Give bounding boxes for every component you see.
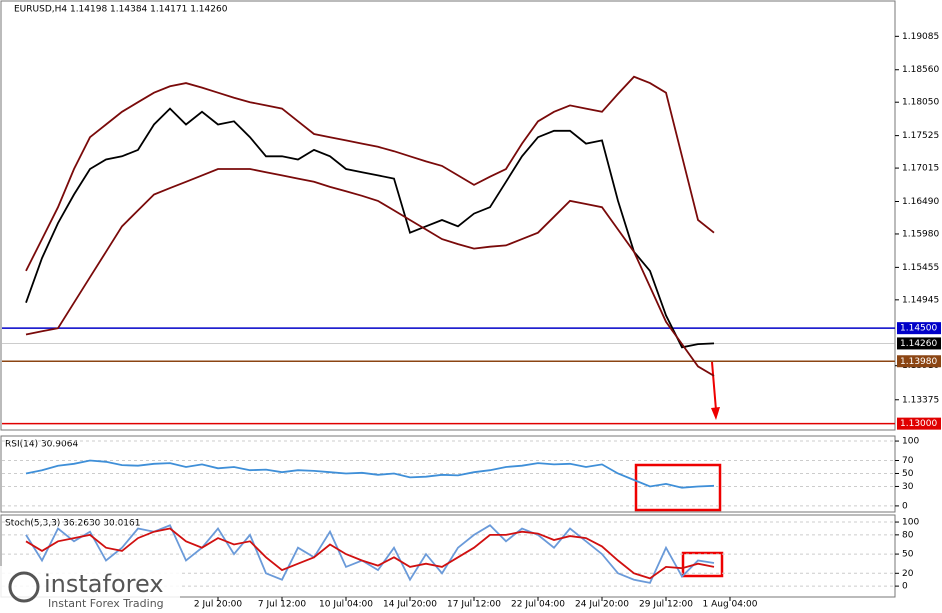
y-tick-label: 1.13375	[902, 395, 939, 405]
last-price-label: 1.14260	[900, 339, 937, 349]
level-tag	[897, 355, 941, 368]
series-line	[25, 459, 715, 489]
series-line	[25, 107, 715, 349]
y-tick-label: 70	[902, 456, 914, 466]
annotation-box	[634, 463, 722, 512]
level-tag	[897, 322, 941, 335]
watermark-brand: instaforex	[44, 570, 164, 598]
x-tick-label: 7 Jul 12:00	[258, 600, 307, 610]
y-tick-label: 1.18050	[902, 98, 939, 108]
y-tick-label: 1.16490	[902, 197, 939, 207]
x-tick-label: 10 Jul 04:00	[319, 600, 373, 610]
level-tag	[897, 417, 941, 430]
series-line	[25, 75, 715, 272]
x-tick-label: 22 Jul 04:00	[511, 600, 565, 610]
x-tick-label: 2 Jul 20:00	[194, 600, 243, 610]
y-tick-label: 100	[902, 518, 919, 528]
stoch-title: Stoch(5,3,3) 36.2630 30.0161	[5, 519, 140, 529]
y-tick-label: 50	[902, 550, 914, 560]
y-tick-label: 100	[902, 437, 919, 447]
x-tick-label: 1 Aug 04:00	[703, 600, 758, 610]
series-line	[25, 524, 715, 584]
y-tick-label: 0	[902, 501, 908, 511]
chart-title: EURUSD,H4 1.14198 1.14384 1.14171 1.1426…	[14, 5, 228, 15]
rsi-panel	[0, 435, 896, 513]
annotation-box	[681, 551, 724, 578]
y-tick-label: 0	[902, 582, 908, 592]
rsi-title: RSI(14) 30.9064	[5, 440, 78, 450]
x-tick-label: 14 Jul 20:00	[383, 600, 437, 610]
y-tick-label: 1.19085	[902, 32, 939, 42]
y-tick-label: 1.15980	[902, 229, 939, 239]
last-price-tag	[897, 337, 941, 350]
y-tick-label: 1.18560	[902, 65, 939, 75]
x-tick-label: 17 Jul 12:00	[447, 600, 501, 610]
series-line	[25, 527, 715, 580]
level-label: 1.14500	[900, 324, 937, 334]
main-panel	[0, 0, 896, 431]
y-tick-label: 1.17525	[902, 131, 939, 141]
y-tick-label: 30	[902, 482, 914, 492]
annotation-arrow	[711, 361, 717, 411]
series-line	[25, 168, 715, 377]
y-tick-label: 20	[902, 569, 914, 579]
y-tick-label: 1.17015	[902, 164, 939, 174]
y-tick-label: 1.14945	[902, 295, 939, 305]
level-label: 1.13000	[900, 419, 937, 429]
y-tick-label: 50	[902, 469, 914, 479]
annotation-arrowhead	[711, 407, 720, 420]
y-tick-label: 80	[902, 530, 914, 540]
level-label: 1.13980	[900, 357, 937, 367]
x-tick-label: 29 Jul 12:00	[639, 600, 693, 610]
y-tick-label: 1.15455	[902, 263, 939, 273]
stoch-panel	[0, 514, 896, 598]
x-tick-label: 24 Jul 20:00	[575, 600, 629, 610]
watermark-logo	[8, 571, 40, 603]
watermark-tagline: Instant Forex Trading	[48, 597, 164, 610]
